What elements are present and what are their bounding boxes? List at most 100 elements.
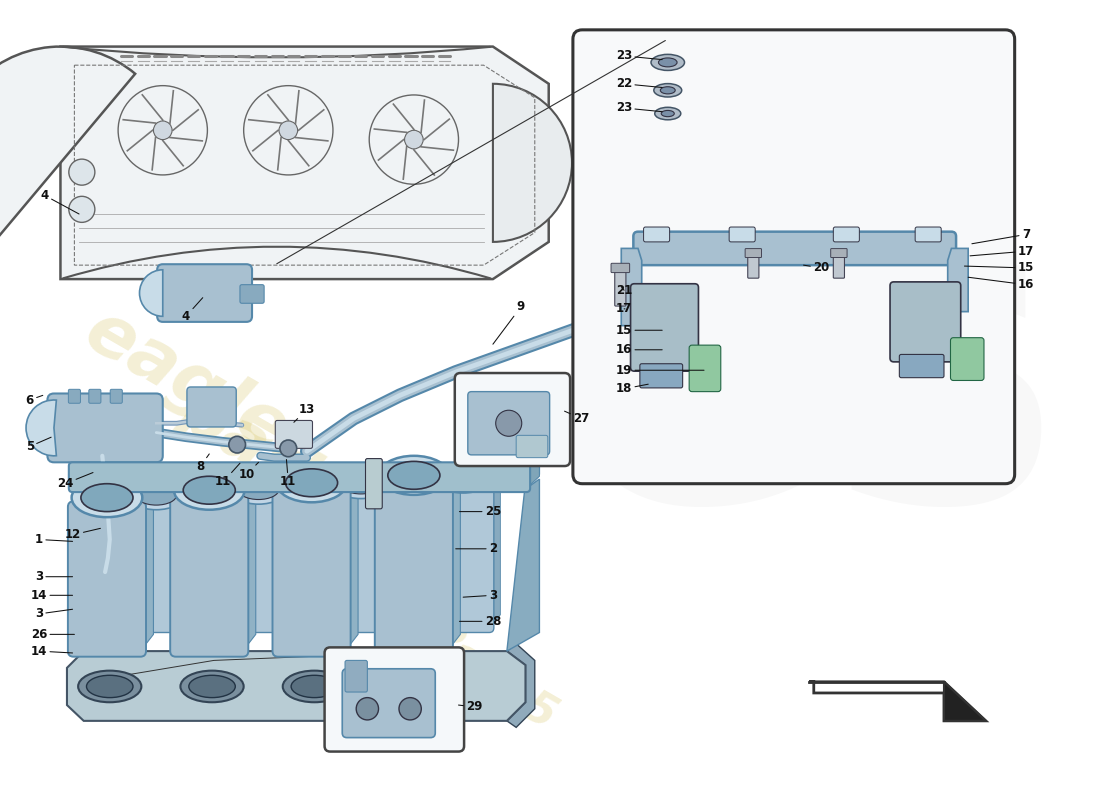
FancyBboxPatch shape <box>324 647 464 751</box>
Text: 21: 21 <box>616 284 632 297</box>
Ellipse shape <box>436 463 491 493</box>
Text: 4: 4 <box>182 298 202 322</box>
FancyBboxPatch shape <box>573 30 1014 484</box>
Ellipse shape <box>388 462 440 490</box>
FancyBboxPatch shape <box>68 390 80 403</box>
FancyBboxPatch shape <box>900 354 944 378</box>
Ellipse shape <box>78 670 142 702</box>
Text: 16: 16 <box>968 278 1034 291</box>
Text: 4: 4 <box>41 189 79 214</box>
Polygon shape <box>285 486 296 628</box>
Text: since 1985: since 1985 <box>310 565 564 737</box>
Text: 19: 19 <box>616 364 704 377</box>
Text: 3: 3 <box>463 589 497 602</box>
FancyBboxPatch shape <box>187 387 236 427</box>
Ellipse shape <box>651 54 684 70</box>
Text: 28: 28 <box>460 615 502 628</box>
Circle shape <box>279 440 297 457</box>
Ellipse shape <box>72 478 142 517</box>
Ellipse shape <box>660 86 675 94</box>
Text: 3: 3 <box>35 607 73 621</box>
Text: GS: GS <box>552 248 1066 571</box>
Ellipse shape <box>653 84 682 97</box>
Text: 5: 5 <box>25 438 52 453</box>
Ellipse shape <box>292 675 338 698</box>
FancyBboxPatch shape <box>157 264 252 322</box>
FancyBboxPatch shape <box>454 373 570 466</box>
FancyBboxPatch shape <box>342 669 436 738</box>
FancyBboxPatch shape <box>630 284 698 371</box>
Circle shape <box>356 698 378 720</box>
Ellipse shape <box>286 469 338 497</box>
Polygon shape <box>621 249 641 326</box>
Text: eagle: eagle <box>72 295 300 467</box>
Ellipse shape <box>238 479 279 499</box>
Text: parts: parts <box>168 378 372 534</box>
FancyBboxPatch shape <box>68 502 146 657</box>
FancyBboxPatch shape <box>170 494 249 657</box>
Wedge shape <box>0 46 135 252</box>
FancyBboxPatch shape <box>830 249 847 258</box>
FancyBboxPatch shape <box>365 458 382 509</box>
FancyBboxPatch shape <box>516 435 548 458</box>
Text: 25: 25 <box>460 505 502 518</box>
FancyBboxPatch shape <box>915 227 942 242</box>
Text: 24: 24 <box>57 473 94 490</box>
Circle shape <box>69 196 95 222</box>
Wedge shape <box>140 270 163 316</box>
Polygon shape <box>527 448 539 488</box>
Polygon shape <box>243 486 256 651</box>
FancyBboxPatch shape <box>610 263 629 273</box>
Text: 3: 3 <box>35 570 73 583</box>
Text: 15: 15 <box>616 324 662 337</box>
FancyBboxPatch shape <box>47 394 163 462</box>
FancyArrowPatch shape <box>63 47 491 58</box>
Ellipse shape <box>189 675 235 698</box>
Text: 22: 22 <box>616 78 662 90</box>
FancyBboxPatch shape <box>468 392 550 455</box>
Polygon shape <box>448 470 461 651</box>
FancyBboxPatch shape <box>748 253 759 278</box>
Circle shape <box>496 410 521 436</box>
Text: 7: 7 <box>972 228 1030 244</box>
Polygon shape <box>507 448 539 651</box>
FancyBboxPatch shape <box>345 661 367 692</box>
FancyBboxPatch shape <box>275 421 312 448</box>
FancyBboxPatch shape <box>228 492 289 633</box>
Circle shape <box>229 436 245 453</box>
Polygon shape <box>67 651 526 721</box>
Text: 2: 2 <box>455 542 497 555</box>
Text: 8: 8 <box>196 454 209 474</box>
FancyBboxPatch shape <box>834 253 845 278</box>
Text: 12: 12 <box>65 528 100 542</box>
Ellipse shape <box>385 670 449 702</box>
Ellipse shape <box>442 468 484 488</box>
Ellipse shape <box>129 480 184 510</box>
FancyBboxPatch shape <box>640 364 683 388</box>
FancyBboxPatch shape <box>890 282 960 362</box>
Text: 13: 13 <box>294 403 315 422</box>
Text: 27: 27 <box>564 411 590 425</box>
Text: 14: 14 <box>31 589 73 602</box>
Circle shape <box>69 159 95 185</box>
FancyBboxPatch shape <box>69 462 530 492</box>
Polygon shape <box>948 249 968 312</box>
FancyBboxPatch shape <box>330 486 392 633</box>
Ellipse shape <box>81 484 133 512</box>
FancyBboxPatch shape <box>729 227 756 242</box>
Ellipse shape <box>174 470 244 510</box>
Polygon shape <box>387 480 398 628</box>
Ellipse shape <box>378 456 449 495</box>
Text: 6: 6 <box>25 394 43 406</box>
Text: 23: 23 <box>616 102 662 114</box>
Text: 14: 14 <box>31 645 73 658</box>
FancyBboxPatch shape <box>89 390 101 403</box>
Text: 17: 17 <box>970 245 1034 258</box>
Ellipse shape <box>283 670 346 702</box>
FancyBboxPatch shape <box>273 486 351 657</box>
Circle shape <box>399 698 421 720</box>
Wedge shape <box>26 400 56 456</box>
Ellipse shape <box>184 476 235 504</box>
FancyBboxPatch shape <box>834 227 859 242</box>
Text: 16: 16 <box>616 343 662 356</box>
